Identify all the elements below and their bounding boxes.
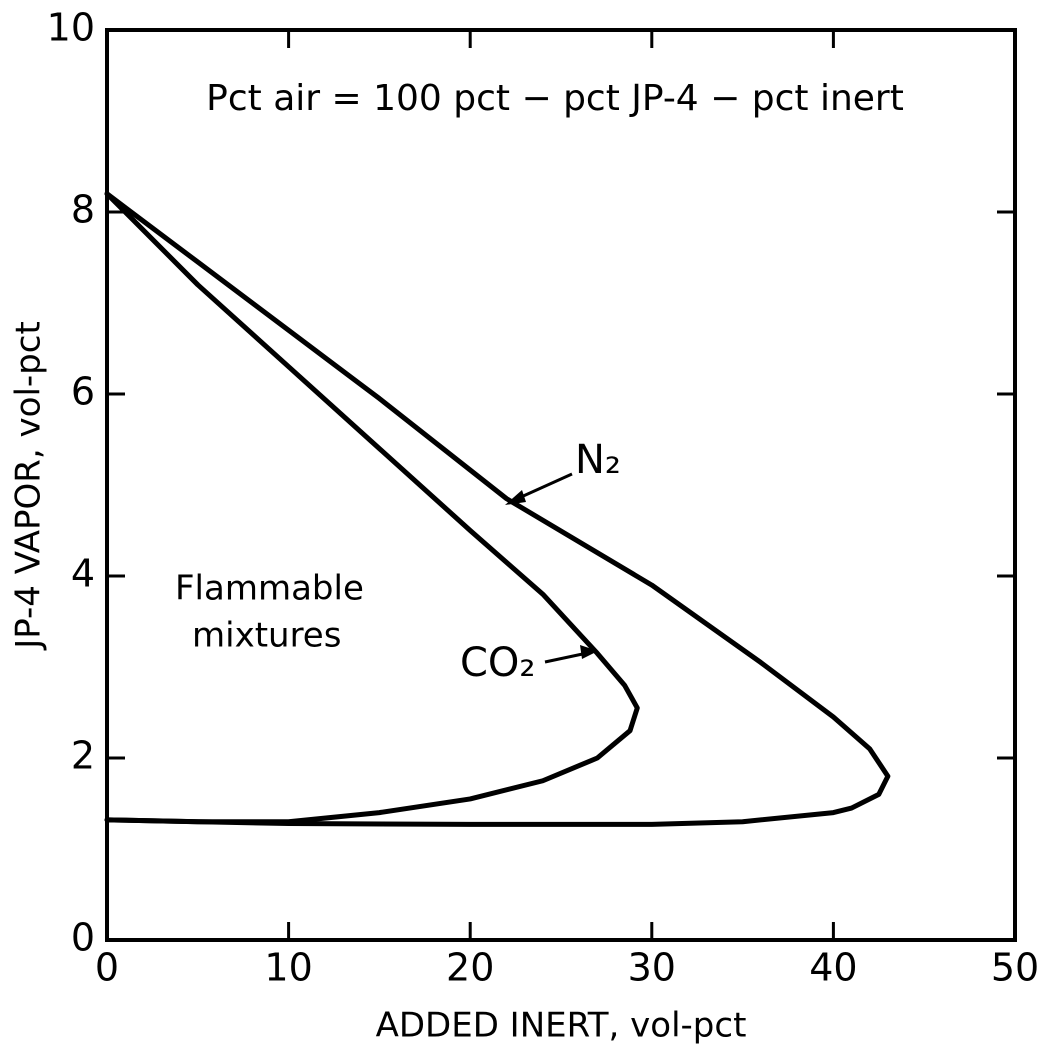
region-label: Flammable [175, 569, 364, 609]
series-label: N₂ [575, 437, 621, 483]
arrowhead [580, 645, 598, 659]
y-axis-label: JP-4 VAPOR, vol-pct [9, 321, 49, 651]
y-tick-label: 2 [71, 734, 95, 778]
series-label: CO₂ [460, 640, 535, 686]
y-tick-label: 6 [71, 370, 95, 414]
x-axis-label: ADDED INERT, vol-pct [376, 1006, 747, 1046]
plot-frame [105, 28, 1017, 942]
x-tick-label: 30 [628, 946, 676, 990]
curve [104, 191, 891, 827]
y-tick-label: 8 [71, 188, 95, 232]
x-tick-label: 20 [446, 946, 494, 990]
x-tick-label: 0 [95, 946, 119, 990]
x-tick-label: 50 [991, 946, 1038, 990]
y-tick-label: 4 [71, 552, 95, 596]
annotation: Pct air = 100 pct − pct JP-4 − pct inert [206, 78, 904, 119]
y-tick-label: 10 [47, 6, 95, 50]
y-tick-label: 0 [71, 916, 95, 960]
x-tick-label: 40 [809, 946, 857, 990]
curve [104, 191, 640, 825]
x-tick-label: 10 [264, 946, 312, 990]
region-label: mixtures [192, 616, 341, 656]
